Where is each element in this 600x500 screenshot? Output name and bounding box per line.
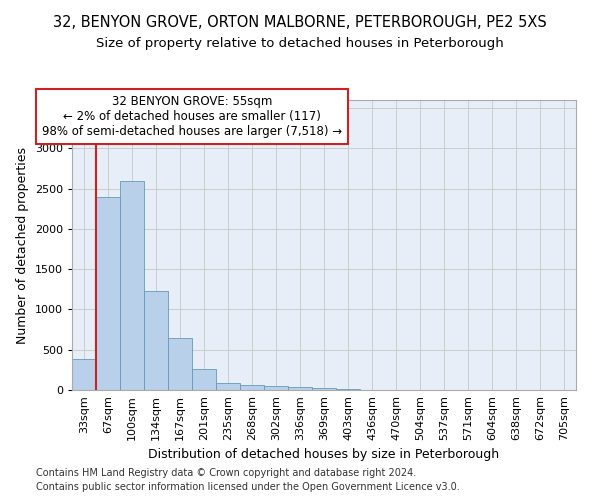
Bar xyxy=(216,383,240,390)
Text: Size of property relative to detached houses in Peterborough: Size of property relative to detached ho… xyxy=(96,38,504,51)
Bar xyxy=(240,386,264,390)
X-axis label: Distribution of detached houses by size in Peterborough: Distribution of detached houses by size … xyxy=(148,448,500,461)
Text: 32, BENYON GROVE, ORTON MALBORNE, PETERBOROUGH, PE2 5XS: 32, BENYON GROVE, ORTON MALBORNE, PETERB… xyxy=(53,15,547,30)
Bar xyxy=(120,180,144,390)
Bar xyxy=(312,388,336,390)
Bar xyxy=(72,358,96,390)
Bar xyxy=(144,291,168,390)
Y-axis label: Number of detached properties: Number of detached properties xyxy=(16,146,29,344)
Bar xyxy=(288,386,312,390)
Bar xyxy=(264,386,288,390)
Text: Contains public sector information licensed under the Open Government Licence v3: Contains public sector information licen… xyxy=(36,482,460,492)
Text: Contains HM Land Registry data © Crown copyright and database right 2024.: Contains HM Land Registry data © Crown c… xyxy=(36,468,416,477)
Bar xyxy=(192,369,216,390)
Bar xyxy=(336,388,360,390)
Bar xyxy=(168,338,192,390)
Text: 32 BENYON GROVE: 55sqm
← 2% of detached houses are smaller (117)
98% of semi-det: 32 BENYON GROVE: 55sqm ← 2% of detached … xyxy=(42,94,342,138)
Bar xyxy=(96,198,120,390)
